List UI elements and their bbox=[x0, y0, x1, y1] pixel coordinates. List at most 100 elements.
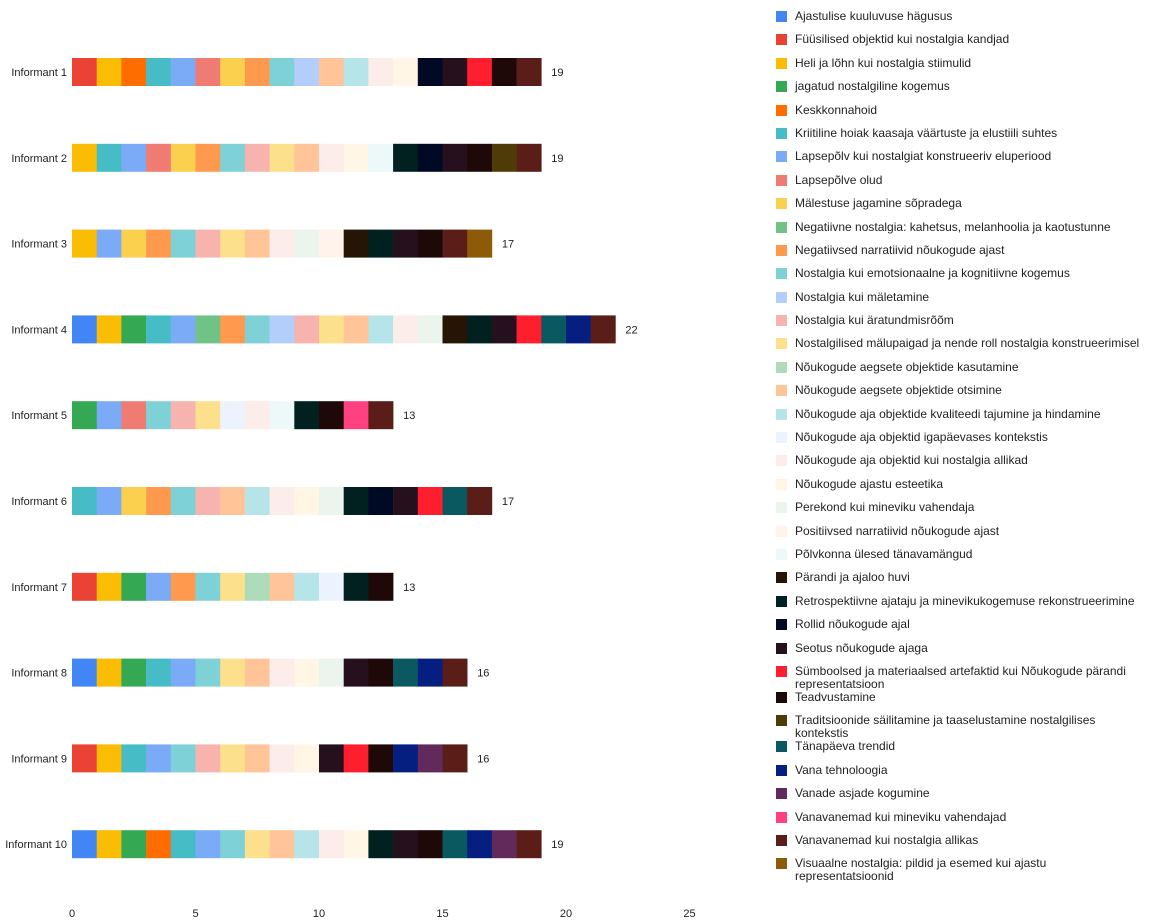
bar-segment: Nostalgia kui emotsionaalne ja kognitiiv… bbox=[195, 572, 221, 601]
bar-segment: Lapsepõlv kui nostalgiat konstrueeriv el… bbox=[146, 744, 172, 773]
legend-label: Nostalgia kui äratundmisrõõm bbox=[795, 313, 954, 328]
bar-segment: Lapsepõlv kui nostalgiat konstrueeriv el… bbox=[170, 658, 196, 687]
bar-segment: Nostalgilised mälupaigad ja nende roll n… bbox=[220, 658, 246, 687]
bar-segment: Nostalgia kui äratundmisrõõm bbox=[244, 143, 270, 172]
bar-segment: Sümboolsed ja materiaalsed artefaktid ku… bbox=[467, 58, 493, 86]
bar-segment: Teadvustamine bbox=[368, 572, 394, 601]
legend-item: Lapsepõlve olud bbox=[776, 173, 1148, 197]
bar-segment: Põlvkonna ülesed tänavamängud bbox=[269, 401, 295, 430]
bar-segment: Teadvustamine bbox=[491, 58, 517, 86]
legend-item: Positiivsed narratiivid nõukogude ajast bbox=[776, 524, 1148, 548]
bar-segment: Heli ja lõhn kui nostalgia stiimulid bbox=[96, 572, 122, 601]
bar-segment: Mälestuse jagamine sõpradega bbox=[220, 58, 246, 86]
bar-segment: Nostalgia kui äratundmisrõõm bbox=[195, 744, 221, 773]
category-label: Informant 9 bbox=[11, 753, 67, 765]
bar-segment: Nostalgia kui emotsionaalne ja kognitiiv… bbox=[170, 229, 196, 258]
legend: Ajastulise kuuluvuse hägusus Füüsilised o… bbox=[776, 10, 1148, 883]
bar-segment: jagatud nostalgiline kogemus bbox=[121, 572, 147, 601]
legend-item: Ajastulise kuuluvuse hägusus bbox=[776, 10, 1148, 33]
legend-label: Mälestuse jagamine sõpradega bbox=[795, 196, 962, 211]
bar-segment: Kriitiline hoiak kaasaja väärtuste ja el… bbox=[146, 658, 172, 687]
bar-segment: Heli ja lõhn kui nostalgia stiimulid bbox=[96, 58, 122, 86]
category-label: Informant 4 bbox=[11, 324, 67, 336]
bar-segment: Perekond kui mineviku vahendaja bbox=[319, 658, 344, 687]
bar-segment: Nõukogude aja objektid kui nostalgia all… bbox=[269, 487, 295, 515]
legend-label: Nõukogude aja objektid igapäevases konte… bbox=[795, 430, 1048, 445]
bar-segment: Mälestuse jagamine sõpradega bbox=[121, 229, 147, 258]
legend-swatch bbox=[776, 408, 787, 420]
legend-label: Põlvkonna ülesed tänavamängud bbox=[795, 546, 973, 561]
bar-segment: Seotus nõukogude ajaga bbox=[343, 658, 369, 687]
bar-segment: jagatud nostalgiline kogemus bbox=[121, 315, 147, 344]
bar-4: Ajastulise kuuluvuse hägususHeli ja lõhn… bbox=[72, 315, 616, 344]
bar-segment: Nõukogude aja objektid kui nostalgia all… bbox=[319, 830, 344, 859]
bar-segment: Nõukogude aegsete objektide otsimine bbox=[269, 830, 295, 859]
bar-segment: Vana tehnoloogia bbox=[566, 315, 591, 344]
bar-8: Ajastulise kuuluvuse hägususHeli ja lõhn… bbox=[72, 658, 468, 687]
legend-label: Nõukogude aegsete objektide otsimine bbox=[795, 383, 1002, 398]
bar-segment: Tänapäeva trendid bbox=[541, 315, 567, 344]
legend-item: Nõukogude ajastu esteetika bbox=[776, 477, 1148, 501]
bar-segment: Teadvustamine bbox=[368, 658, 394, 687]
bar-segment: Seotus nõukogude ajaga bbox=[442, 58, 468, 86]
bar-total-label: 22 bbox=[625, 324, 637, 336]
bar-segment: Lapsepõlv kui nostalgiat konstrueeriv el… bbox=[96, 401, 122, 430]
bar-segment: Heli ja lõhn kui nostalgia stiimulid bbox=[72, 229, 97, 258]
legend-label: Vanade asjade kogumine bbox=[795, 786, 930, 801]
legend-label: Nõukogude aegsete objektide kasutamine bbox=[795, 359, 1019, 374]
bar-segment: Teadvustamine bbox=[417, 830, 443, 859]
category-label: Informant 5 bbox=[11, 410, 67, 422]
bar-segment: Seotus nõukogude ajaga bbox=[393, 229, 419, 258]
bar-segment: Füüsilised objektid kui nostalgia kandja… bbox=[72, 572, 97, 601]
bar-segment: Lapsepõlve olud bbox=[195, 58, 221, 86]
bar-segment: Teadvustamine bbox=[417, 229, 443, 258]
legend-item: Vanavanemad kui nostalgia allikas bbox=[776, 833, 1148, 857]
legend-item: Traditsioonide säilitamine ja taaselusta… bbox=[776, 714, 1148, 740]
bar-segment: Nõukogude aegsete objektide otsimine bbox=[220, 487, 246, 515]
bar-segment: Tänapäeva trendid bbox=[442, 487, 468, 515]
bar-segment: Kriitiline hoiak kaasaja väärtuste ja el… bbox=[146, 315, 172, 344]
category-label: Informant 10 bbox=[5, 839, 67, 851]
bar-segment: Nostalgilised mälupaigad ja nende roll n… bbox=[220, 572, 246, 601]
legend-label: Nõukogude aja objektid kui nostalgia all… bbox=[795, 453, 1028, 468]
bar-segment: Nõukogude aja objektid kui nostalgia all… bbox=[269, 658, 295, 687]
legend-item: Retrospektiivne ajataju ja minevikukogem… bbox=[776, 594, 1148, 618]
bar-segment: Pärandi ja ajaloo huvi bbox=[442, 315, 468, 344]
legend-item: Nõukogude aja objektid igapäevases konte… bbox=[776, 431, 1148, 454]
bar-segment: Nõukogude ajastu esteetika bbox=[294, 487, 320, 515]
bar-segment: Nõukogude aja objektid kui nostalgia all… bbox=[393, 315, 419, 344]
x-axis-tick-labels: 0 5 10 15 20 25 bbox=[69, 908, 696, 920]
bar-segment: Kriitiline hoiak kaasaja väärtuste ja el… bbox=[96, 143, 122, 172]
legend-swatch bbox=[776, 834, 787, 846]
bar-segment: Pärandi ja ajaloo huvi bbox=[343, 229, 369, 258]
legend-swatch bbox=[776, 198, 787, 210]
bar-segment: Nõukogude ajastu esteetika bbox=[343, 143, 369, 172]
bar-segment: Nostalgia kui emotsionaalne ja kognitiiv… bbox=[170, 487, 196, 515]
bar-segment: Tänapäeva trendid bbox=[393, 658, 419, 687]
x-tick-label: 0 bbox=[69, 908, 75, 920]
bar-segment: Positiivsed narratiivid nõukogude ajast bbox=[319, 229, 344, 258]
bar-segment: Nostalgilised mälupaigad ja nende roll n… bbox=[319, 315, 344, 344]
bar-segment: Nostalgilised mälupaigad ja nende roll n… bbox=[220, 744, 246, 773]
bar-segment: Keskkonnahoid bbox=[121, 58, 147, 86]
bar-10: Ajastulise kuuluvuse hägususHeli ja lõhn… bbox=[72, 830, 542, 859]
bar-7: Füüsilised objektid kui nostalgia kandja… bbox=[72, 572, 394, 601]
legend-swatch bbox=[776, 811, 787, 823]
legend-swatch bbox=[776, 244, 787, 256]
bar-total-label: 16 bbox=[477, 668, 489, 680]
legend-swatch bbox=[776, 502, 787, 514]
bar-segment: Lapsepõlv kui nostalgiat konstrueeriv el… bbox=[121, 143, 147, 172]
bar-segment: Mälestuse jagamine sõpradega bbox=[170, 143, 196, 172]
legend-item: Põlvkonna ülesed tänavamängud bbox=[776, 546, 1148, 571]
legend-swatch bbox=[776, 665, 787, 677]
bar-segment: Sümboolsed ja materiaalsed artefaktid ku… bbox=[417, 487, 443, 515]
x-tick-label: 20 bbox=[560, 908, 572, 920]
bar-segment: Vana tehnoloogia bbox=[417, 658, 443, 687]
legend-item: Mälestuse jagamine sõpradega bbox=[776, 197, 1148, 220]
bar-segment: Nostalgia kui äratundmisrõõm bbox=[294, 315, 320, 344]
bar-total-labels: 19 19 17 22 13 17 13 16 16 19 bbox=[403, 67, 638, 851]
bar-2: Heli ja lõhn kui nostalgia stiimulidKrii… bbox=[72, 143, 542, 172]
bar-segment: Negatiivsed narratiivid nõukogude ajast bbox=[146, 229, 172, 258]
bar-segment: Nõukogude ajastu esteetika bbox=[393, 58, 419, 86]
legend-label: Heli ja lõhn kui nostalgia stiimulid bbox=[795, 55, 972, 70]
